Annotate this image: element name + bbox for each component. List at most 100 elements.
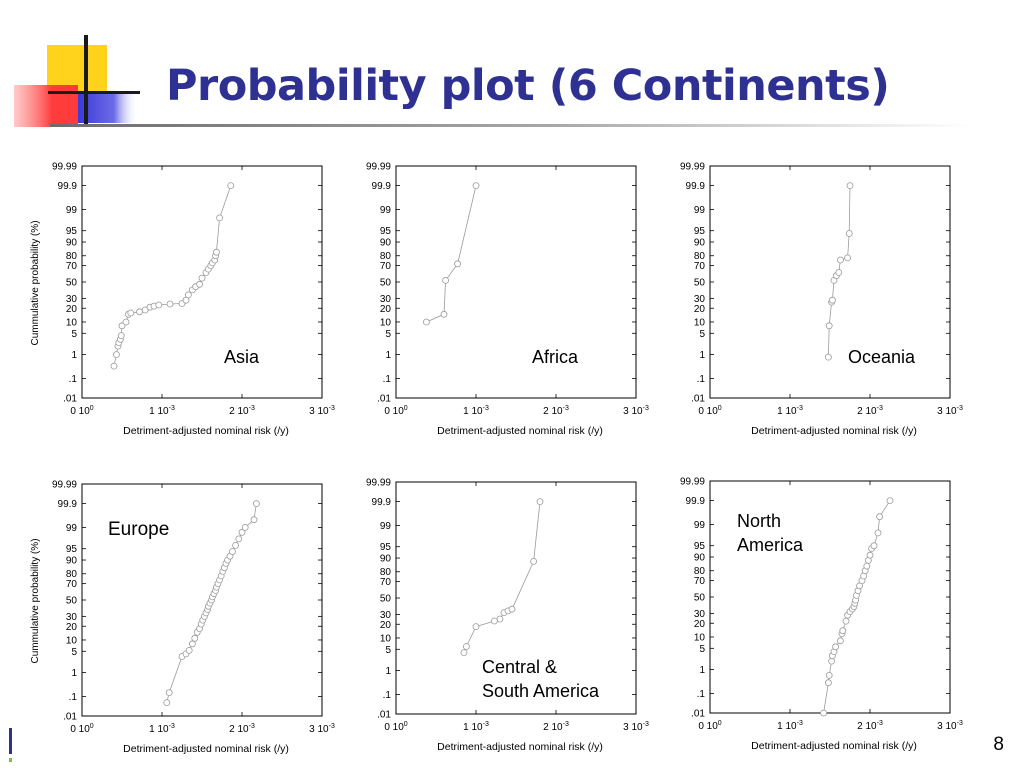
y-tick-label: 20 [66, 304, 78, 315]
y-tick-label: 10 [380, 317, 392, 328]
y-tick-label: 20 [380, 620, 392, 631]
x-tick-label: 1 10-3 [463, 721, 489, 733]
x-tick-label: 0 100 [70, 405, 93, 417]
y-tick-label: 95 [380, 542, 392, 553]
y-tick-label: 5 [699, 329, 705, 340]
y-tick-label: 80 [66, 251, 78, 262]
x-tick-label: 1 10-3 [149, 723, 175, 735]
continent-label: Europe [108, 519, 169, 540]
data-point [870, 542, 878, 550]
y-tick-label: 70 [66, 579, 78, 590]
y-tick-label: .01 [377, 394, 391, 405]
data-point [842, 617, 850, 625]
y-tick-label: 10 [694, 632, 706, 643]
data-point [825, 679, 832, 687]
y-tick-label: 80 [380, 251, 392, 262]
x-tick-label: 1 10-3 [777, 720, 803, 732]
y-tick-label: 10 [380, 633, 392, 644]
y-tick-label: .1 [69, 692, 78, 703]
y-tick-label: 80 [694, 566, 706, 577]
y-tick-label: 95 [380, 226, 392, 237]
data-point [188, 640, 196, 648]
data-point [839, 627, 847, 635]
y-tick-label: 99.99 [366, 478, 391, 489]
y-tick-label: 50 [380, 594, 392, 605]
y-tick-label: 99.9 [372, 497, 392, 508]
y-tick-label: 50 [694, 278, 706, 289]
y-tick-label: .01 [63, 712, 77, 723]
data-point [442, 276, 450, 284]
data-point [530, 558, 537, 565]
x-tick-label: 3 10-3 [937, 720, 963, 732]
y-tick-label: 5 [699, 644, 705, 655]
data-point [238, 528, 246, 536]
x-tick-label: 0 100 [698, 405, 721, 417]
data-point [216, 214, 224, 222]
y-tick-label: 70 [694, 261, 706, 272]
continent-label: Central & [482, 657, 557, 677]
y-tick-label: 1 [385, 350, 391, 361]
y-tick-label: .01 [691, 709, 705, 720]
y-tick-label: 95 [694, 541, 706, 552]
x-tick-label: 1 10-3 [149, 405, 175, 417]
data-point [184, 291, 192, 299]
y-tick-label: 99.9 [686, 181, 706, 192]
y-tick-label: 90 [66, 556, 78, 567]
y-tick-label: 30 [694, 609, 706, 620]
data-point [252, 500, 260, 508]
data-point [832, 643, 839, 651]
data-point [536, 498, 544, 506]
y-tick-label: 80 [66, 569, 78, 580]
y-tick-label: 99.99 [680, 162, 705, 173]
y-tick-label: 5 [71, 329, 77, 340]
data-point [837, 256, 844, 264]
continent-label: Oceania [848, 347, 916, 367]
data-point [113, 351, 120, 359]
x-tick-label: 0 100 [698, 720, 721, 732]
y-axis-label: Cummulative probability (%) [30, 220, 41, 345]
data-point [185, 647, 193, 654]
y-tick-label: 99.9 [686, 496, 706, 507]
y-tick-label: 80 [694, 251, 706, 262]
y-tick-label: 99.99 [52, 480, 77, 491]
y-tick-label: 99 [694, 205, 706, 216]
plot-frame [395, 165, 637, 399]
y-tick-label: 90 [380, 238, 392, 249]
y-tick-label: 70 [380, 577, 392, 588]
data-point [825, 322, 833, 330]
x-tick-label: 2 10-3 [543, 405, 569, 417]
x-tick-label: 0 100 [70, 723, 93, 735]
data-point [863, 562, 871, 570]
data-point [127, 309, 135, 317]
data-point [876, 513, 883, 521]
data-point [825, 353, 832, 361]
x-axis-label: Detriment-adjusted nominal risk (/y) [751, 740, 917, 752]
data-point [241, 524, 249, 531]
y-tick-label: 30 [694, 294, 706, 305]
data-point [166, 300, 174, 308]
y-tick-label: .1 [697, 374, 706, 385]
y-tick-label: .1 [69, 374, 78, 385]
data-point [496, 615, 504, 623]
x-tick-label: 3 10-3 [309, 405, 335, 417]
y-tick-label: 1 [699, 665, 705, 676]
y-tick-label: 90 [66, 238, 78, 249]
logo-vertical-bar [84, 35, 88, 127]
x-tick-label: 2 10-3 [857, 720, 883, 732]
y-tick-label: 30 [380, 610, 392, 621]
y-axis-label: Cummulative probability (%) [30, 538, 41, 663]
y-tick-label: 20 [694, 304, 706, 315]
y-tick-label: 99 [380, 521, 392, 532]
series-line [463, 501, 541, 653]
y-tick-label: 99.9 [58, 499, 78, 510]
y-tick-label: 99.9 [372, 181, 392, 192]
x-tick-label: 3 10-3 [309, 723, 335, 735]
continent-label: South America [482, 681, 600, 701]
data-point [198, 274, 206, 282]
